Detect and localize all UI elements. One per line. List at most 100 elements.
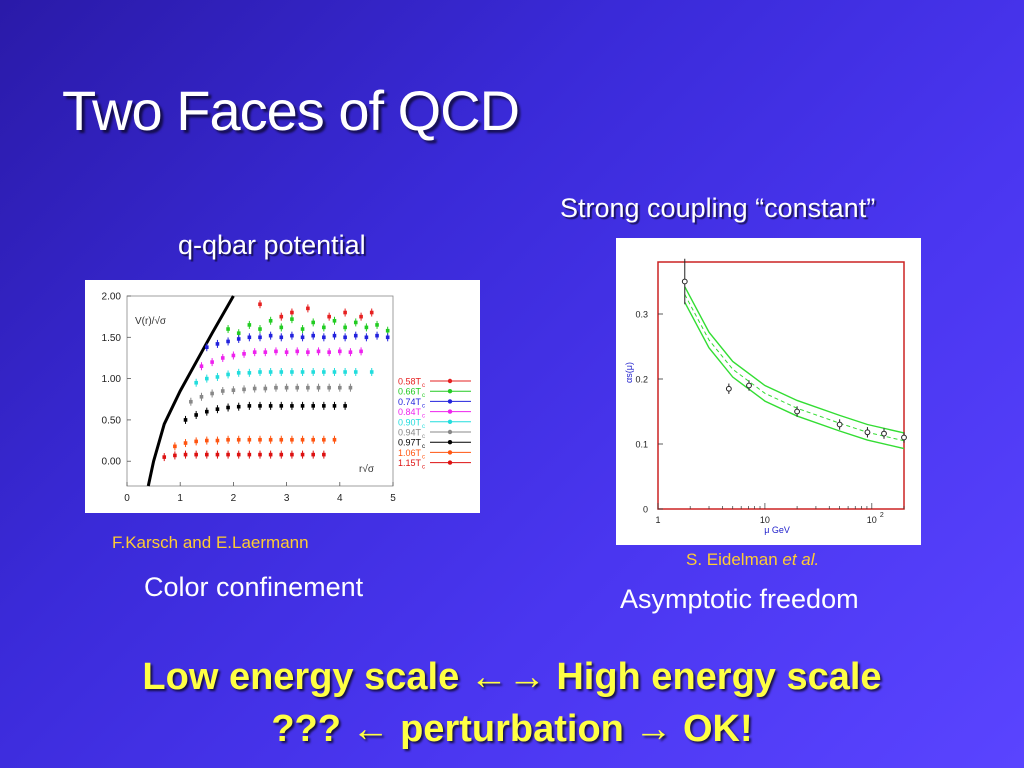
data-point	[236, 371, 241, 375]
data-point	[258, 437, 262, 442]
series-0-74T	[205, 331, 390, 352]
x-tick-label: 4	[337, 493, 343, 504]
y-tick-label: 0.2	[635, 375, 648, 385]
data-point	[242, 387, 246, 392]
data-point	[263, 350, 268, 354]
data-point	[279, 404, 284, 408]
data-point	[268, 404, 273, 408]
data-point	[343, 370, 347, 374]
data-point	[300, 404, 305, 408]
legend-subscript: c	[422, 454, 425, 460]
data-point	[263, 386, 268, 391]
data-point	[252, 386, 257, 391]
potential-chart: 0.00 0.50 1.00 1.50 2.00 0 1 2 3 4 5 V(r)/√σ r√σ 0.58…	[85, 280, 480, 513]
data-point	[258, 452, 262, 457]
x-tick-label: 10	[867, 515, 877, 525]
data-point	[311, 320, 315, 325]
data-point	[215, 438, 220, 443]
left-credit: F.Karsch and E.Laermann	[112, 533, 309, 552]
data-point	[316, 349, 321, 354]
data-point	[279, 325, 284, 330]
data-point	[364, 335, 369, 340]
zero-temperature-curve	[146, 295, 235, 487]
data-point	[231, 353, 236, 358]
series-1-06T	[173, 435, 337, 451]
legend-marker	[447, 399, 453, 404]
y-tick-label: 0.50	[102, 415, 122, 426]
data-point	[268, 370, 273, 374]
legend-label: 0.74T	[398, 397, 422, 407]
data-point	[290, 333, 294, 338]
data-point	[364, 325, 369, 330]
data-point	[183, 441, 188, 445]
plot-frame	[126, 295, 394, 487]
data-point	[183, 418, 188, 422]
data-point	[343, 335, 347, 340]
x-tick-label: 10	[760, 515, 770, 525]
data-point	[274, 349, 278, 354]
y-tick-label: 2.00	[102, 292, 122, 303]
y-tick-label: 1.00	[102, 374, 122, 385]
data-point	[306, 306, 310, 311]
x-tick-superscript: 2	[880, 512, 884, 519]
data-point	[247, 323, 252, 327]
data-point	[306, 350, 310, 354]
theory-band-curve	[684, 294, 905, 442]
series-1-15T	[162, 450, 326, 462]
data-point	[268, 333, 273, 338]
data-point	[343, 310, 347, 315]
data-point	[746, 382, 752, 389]
x-tick-label: 0	[124, 493, 130, 504]
data-point	[290, 452, 294, 457]
theory-band-curve	[684, 286, 905, 434]
legend-label: 0.94T	[398, 428, 422, 438]
data-point	[327, 314, 331, 319]
x-tick-label: 1	[177, 493, 183, 504]
data-point	[220, 389, 225, 393]
data-point	[189, 399, 193, 404]
legend-label: 0.66T	[398, 387, 422, 397]
data-point	[322, 452, 326, 457]
data-point	[353, 370, 358, 374]
series-0-66T	[226, 315, 390, 338]
slide-title: Two Faces of QCD	[62, 79, 520, 142]
data-point	[359, 349, 363, 354]
legend-marker	[447, 440, 453, 445]
data-point	[284, 385, 289, 390]
data-point	[359, 314, 363, 319]
data-point	[236, 404, 241, 409]
data-point	[385, 335, 390, 340]
data-point	[215, 407, 220, 411]
legend-subscript: c	[422, 383, 425, 389]
legend-label: 1.15T	[398, 458, 422, 468]
right-credit-main: S. Eidelman	[686, 550, 783, 569]
data-point	[220, 356, 225, 360]
data-point	[327, 350, 331, 354]
data-point	[247, 452, 252, 457]
y-tick-label: 0.3	[635, 310, 648, 320]
data-point	[284, 350, 289, 354]
data-point	[247, 437, 252, 442]
data-point	[901, 434, 907, 441]
bottom-line-2: ??? ← perturbation → OK!	[271, 708, 753, 750]
series-0-58T	[258, 300, 374, 321]
legend-label: 0.58T	[398, 377, 422, 387]
data-point	[215, 342, 220, 346]
x-tick-label: 1	[655, 515, 660, 525]
data-point	[295, 385, 300, 390]
data-point	[205, 409, 209, 414]
data-point	[258, 335, 262, 340]
y-tick-label: 0.1	[635, 440, 648, 450]
data-point	[385, 328, 390, 333]
y-axis-label: αs(μ)	[624, 362, 634, 383]
series-0-84T	[199, 347, 363, 371]
legend-subscript: c	[422, 403, 425, 409]
data-point	[194, 380, 198, 385]
data-point	[290, 310, 294, 315]
data-point	[322, 325, 326, 330]
x-axis-label: r√σ	[359, 463, 375, 475]
data-point	[300, 335, 305, 340]
legend-label: 0.97T	[398, 438, 422, 448]
data-point	[353, 320, 358, 325]
x-tick-label: 2	[231, 493, 237, 504]
